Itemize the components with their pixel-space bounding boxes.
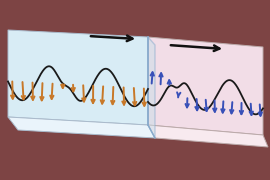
Polygon shape bbox=[8, 30, 148, 125]
Polygon shape bbox=[148, 125, 268, 147]
Polygon shape bbox=[8, 117, 155, 138]
Polygon shape bbox=[148, 37, 155, 138]
Polygon shape bbox=[148, 37, 263, 135]
